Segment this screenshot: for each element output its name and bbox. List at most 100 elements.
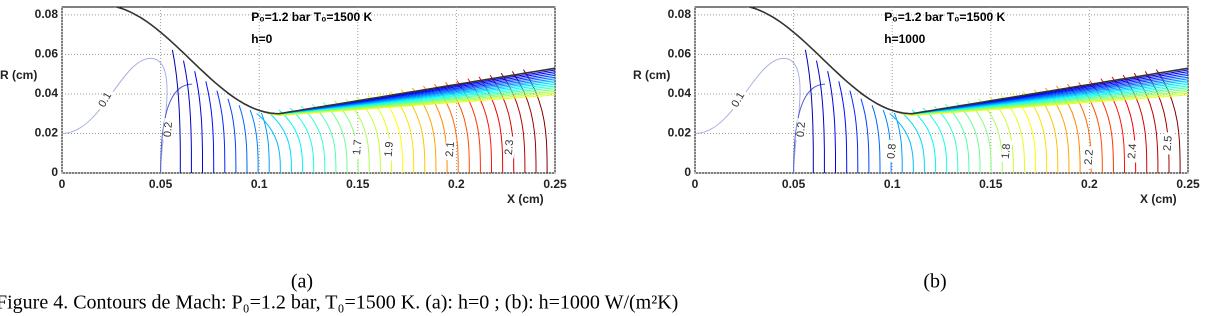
- contour-line: [289, 107, 315, 173]
- contour-line: [278, 109, 304, 173]
- y-tick-label: 0.06: [35, 47, 59, 61]
- contour-label: 0.2: [795, 121, 808, 137]
- contour-line: [889, 113, 914, 173]
- annotation: h=0: [251, 32, 272, 46]
- contour-label: 1.8: [1000, 143, 1013, 159]
- contour-line: [793, 83, 826, 173]
- contour-line: [849, 90, 859, 173]
- y-axis-label: R (cm): [633, 68, 670, 82]
- contour-line: [456, 80, 481, 173]
- label-bg: [886, 139, 899, 163]
- x-tick-label: 0.05: [782, 177, 806, 191]
- contour-line: [216, 90, 226, 173]
- contour-line: [827, 71, 836, 173]
- label-bg: [444, 137, 457, 161]
- annotation: h=1000: [884, 32, 925, 46]
- x-tick-label: 0: [692, 177, 699, 191]
- contour-line: [871, 105, 881, 173]
- contour-line: [956, 102, 981, 173]
- contour-line: [160, 83, 193, 173]
- contour-line: [933, 105, 959, 173]
- contour-label: 2.2: [1083, 149, 1096, 165]
- label-bg: [795, 118, 808, 141]
- contour-line: [989, 96, 1014, 173]
- x-axis-label: X (cm): [1140, 192, 1177, 206]
- contour-line: [323, 102, 348, 173]
- label-bg: [162, 118, 175, 141]
- x-tick-label: 0.2: [1081, 177, 1098, 191]
- contour-line: [260, 112, 270, 173]
- contour-label: 2.4: [1126, 143, 1139, 159]
- contour-line: [256, 113, 281, 173]
- contour-line: [893, 112, 903, 173]
- contour-label: 2.5: [1162, 135, 1175, 151]
- y-tick-label: 0.04: [35, 86, 59, 100]
- label-bg: [1126, 139, 1139, 163]
- wall: [745, 7, 1188, 115]
- label-bg: [351, 135, 364, 159]
- contour-line: [804, 49, 814, 173]
- label-bg: [728, 87, 749, 112]
- contour-line: [944, 103, 970, 173]
- label-bg: [1083, 145, 1096, 169]
- contours: [62, 7, 555, 173]
- x-tick-label: 0: [59, 177, 66, 191]
- label-bg: [503, 135, 516, 159]
- y-tick-label: 0.04: [668, 86, 692, 100]
- contour-line: [227, 98, 237, 173]
- contour-line: [500, 72, 526, 173]
- x-tick-label: 0.1: [884, 177, 901, 191]
- y-tick-label: 0: [51, 165, 58, 179]
- y-tick-label: 0.06: [668, 47, 692, 61]
- x-tick-label: 0.2: [448, 177, 465, 191]
- contour-label: 1.9: [383, 141, 396, 157]
- panel: 0 0.05 0.1 0.15 0.2 0.25 0 0.02 0.04 0.06 0.08 X (c…: [633, 6, 1200, 293]
- contour-label: 2.1: [444, 141, 457, 157]
- x-tick-label: 0.25: [543, 177, 567, 191]
- contour-line: [259, 94, 555, 117]
- x-axis-label: X (cm): [507, 192, 544, 206]
- label-bg: [1162, 131, 1175, 155]
- contour-line: [838, 81, 848, 173]
- contour-label: 1.7: [351, 139, 364, 155]
- label-bg: [1000, 139, 1013, 163]
- contour-line: [300, 105, 326, 173]
- annotation: P₀=1.2 bar T₀=1500 K: [251, 10, 372, 24]
- contour-line: [311, 103, 337, 173]
- y-axis-label: R (cm): [0, 68, 37, 82]
- contour-line: [892, 94, 1188, 117]
- contour-line: [205, 81, 215, 173]
- contour-line: [900, 111, 925, 173]
- y-tick-label: 0.02: [668, 126, 692, 140]
- contour-line: [967, 100, 992, 173]
- contour-line: [249, 109, 259, 173]
- y-tick-label: 0.02: [35, 126, 59, 140]
- contour-label: 0.2: [162, 121, 175, 137]
- x-tick-label: 0.05: [149, 177, 173, 191]
- contour-line: [922, 107, 948, 173]
- y-tick-label: 0.08: [35, 7, 59, 21]
- contour-line: [1133, 72, 1159, 173]
- contour-label: 0.8: [885, 143, 898, 159]
- panel-label: (a): [291, 271, 313, 293]
- y-tick-label: 0: [684, 165, 691, 179]
- contour-line: [183, 60, 192, 173]
- contour-line: [267, 111, 292, 173]
- annotation: P₀=1.2 bar T₀=1500 K: [884, 10, 1005, 24]
- y-tick-label: 0.08: [668, 7, 692, 21]
- x-tick-label: 0.15: [979, 177, 1003, 191]
- x-tick-label: 0.1: [251, 177, 268, 191]
- x-tick-label: 0.15: [346, 177, 370, 191]
- contour-line: [860, 98, 870, 173]
- contour-line: [816, 60, 825, 173]
- wall: [112, 7, 555, 115]
- contour-label: 2.3: [503, 139, 516, 155]
- contour-line: [194, 71, 203, 173]
- contour-line: [1089, 80, 1114, 173]
- x-tick-label: 0.25: [1176, 177, 1200, 191]
- contour-line: [356, 96, 381, 173]
- panel: 0 0.05 0.1 0.15 0.2 0.25 0 0.02 0.04 0.06 0.08 X (c…: [0, 6, 567, 293]
- panel-label: (b): [923, 271, 946, 293]
- contour-line: [238, 105, 248, 173]
